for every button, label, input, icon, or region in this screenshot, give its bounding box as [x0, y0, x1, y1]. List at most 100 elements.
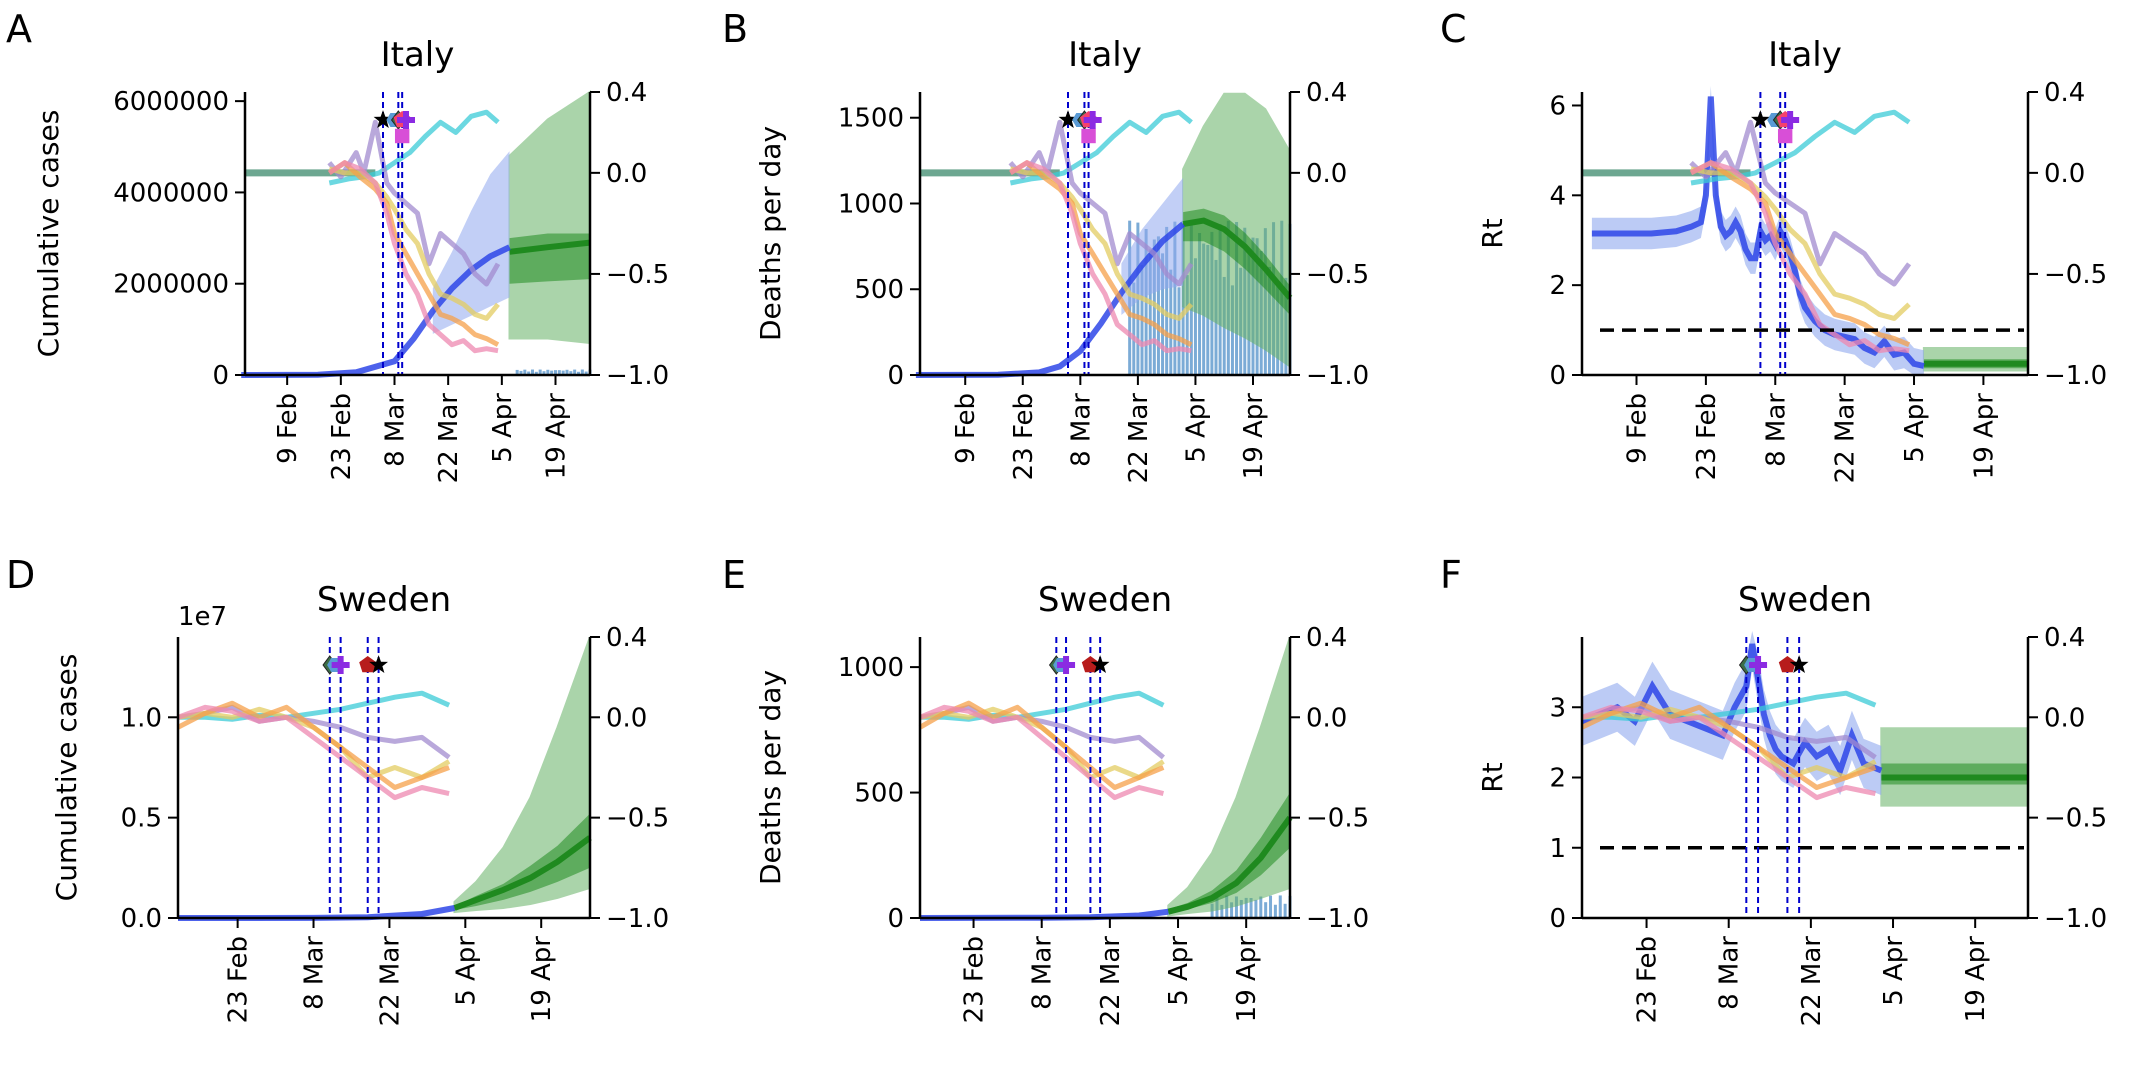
y-tick-label: 1.0	[121, 703, 162, 733]
mobility-line	[1009, 160, 1193, 347]
mobility-line	[327, 160, 500, 347]
observed-bar	[1249, 897, 1253, 918]
intervention-markers	[1751, 110, 1800, 144]
y2-tick-label: −1.0	[606, 904, 669, 934]
observed-bar	[1169, 269, 1173, 375]
plus-marker	[1057, 656, 1076, 674]
mobility-series	[327, 109, 501, 354]
x-tick-label: 5 Apr	[1879, 936, 1909, 1006]
y-tick-label: 2	[1549, 271, 1566, 301]
mobility-line	[1580, 700, 1877, 790]
panel-title: Italy	[1768, 35, 1842, 75]
y-tick-label: 500	[854, 779, 904, 809]
y2-tick-label: 0.4	[606, 623, 647, 653]
y2-tick-label: −0.5	[1306, 260, 1369, 290]
y-tick-label: 1500	[838, 104, 904, 134]
y-tick-label: 1000	[838, 653, 904, 683]
plus-marker	[397, 111, 415, 129]
panel-title: Sweden	[1038, 580, 1172, 620]
y-tick-label: 4	[1549, 181, 1566, 211]
panel-letter: A	[6, 7, 32, 51]
y-tick-label: 2	[1549, 764, 1566, 794]
y2-tick-label: 0.4	[2044, 78, 2085, 108]
x-tick-label: 19 Apr	[542, 393, 572, 480]
x-tick-label: 19 Apr	[1239, 393, 1269, 480]
observed-bar	[1177, 287, 1181, 375]
observed-bar	[565, 369, 569, 375]
observed-bar	[1148, 249, 1152, 375]
x-tick-label: 19 Apr	[527, 936, 557, 1023]
intervention-markers	[1058, 110, 1102, 144]
mobility-line	[177, 704, 450, 801]
y-axis-label: Deaths per day	[754, 126, 787, 341]
mobility-line	[1689, 160, 1910, 354]
x-tick-label: 22 Mar	[434, 393, 464, 484]
observed-bar	[546, 369, 550, 375]
x-tick-label: 23 Feb	[327, 393, 357, 480]
mobility-line	[920, 690, 1165, 722]
intervention-markers	[1738, 655, 1809, 675]
y-tick-label: 1	[1549, 834, 1566, 864]
x-tick-label: 5 Apr	[1164, 936, 1194, 1006]
observed-bar	[573, 369, 577, 375]
observed-bar	[515, 369, 519, 375]
observed-bar	[584, 371, 588, 375]
y2-tick-label: −0.5	[2044, 804, 2107, 834]
x-tick-label: 23 Feb	[960, 936, 990, 1023]
y-axis-label: Cumulative cases	[50, 654, 83, 902]
y-tick-label: 1000	[838, 189, 904, 219]
y2-tick-label: 0.4	[2044, 623, 2085, 653]
observed-bar	[569, 371, 573, 375]
x-tick-label: 5 Apr	[451, 936, 481, 1006]
forecast-line	[1167, 815, 1293, 915]
y-tick-label: 6	[1549, 91, 1566, 121]
y-tick-label: 4000000	[113, 178, 229, 208]
y-tick-label: 3	[1549, 693, 1566, 723]
model-band	[1121, 177, 1184, 315]
y2-tick-label: 0.4	[606, 78, 647, 108]
star-marker	[1058, 110, 1078, 128]
intervention-markers	[1048, 655, 1110, 675]
star-marker	[373, 110, 393, 128]
panel-d: 0.0 0.5 1.0 0.4 0.0 −0.5 −1.0 23 Feb 8 Mar 22 Mar…	[6, 553, 669, 1026]
panel-title: Italy	[381, 35, 455, 75]
y-tick-label: 0.0	[121, 904, 162, 934]
x-tick-label: 8 Mar	[381, 393, 411, 467]
pentagon-marker	[1081, 656, 1099, 673]
mobility-line	[327, 119, 501, 287]
y2-tick-label: −1.0	[1306, 361, 1369, 391]
x-tick-label: 23 Feb	[224, 936, 254, 1023]
mobility-series	[176, 690, 451, 801]
x-tick-label: 23 Feb	[1633, 936, 1663, 1023]
panel-b: 0 500 1000 1500 0.4 0.0 −0.5 −1.0 9 Feb 23 Feb 8 M…	[722, 7, 1369, 483]
square-marker	[1081, 128, 1096, 144]
panel-letter: D	[6, 553, 35, 597]
model-fit-line	[241, 244, 511, 378]
panel-letter: F	[1440, 553, 1462, 597]
forecast-inner-band	[1183, 208, 1290, 315]
observed-bar	[1264, 902, 1268, 918]
y2-tick-label: −0.5	[1306, 804, 1369, 834]
x-tick-label: 9 Feb	[273, 393, 303, 464]
y2-tick-label: 0.4	[1306, 623, 1347, 653]
x-tick-label: 19 Apr	[1961, 936, 1991, 1023]
observed-bar	[1173, 221, 1177, 375]
x-tick-label: 9 Feb	[1623, 393, 1653, 464]
observed-bar	[1165, 226, 1169, 375]
model-fit-line	[177, 905, 456, 921]
star-marker	[1090, 655, 1110, 673]
y2-tick-label: −0.5	[606, 804, 669, 834]
mobility-line	[1582, 690, 1877, 722]
observed-bar	[550, 370, 554, 375]
y2-tick-label: 0.0	[1306, 159, 1347, 189]
observed-bar	[1244, 897, 1248, 918]
x-tick-label: 22 Mar	[1096, 936, 1126, 1027]
observed-bar	[554, 370, 557, 375]
y2-tick-label: −1.0	[2044, 904, 2107, 934]
x-tick-label: 8 Mar	[1028, 936, 1058, 1010]
mobility-line	[919, 704, 1165, 801]
plus-marker	[1781, 111, 1800, 129]
observed-bar	[577, 371, 580, 375]
observed-bar	[1269, 895, 1273, 918]
y-axis-label: Cumulative cases	[32, 110, 65, 358]
